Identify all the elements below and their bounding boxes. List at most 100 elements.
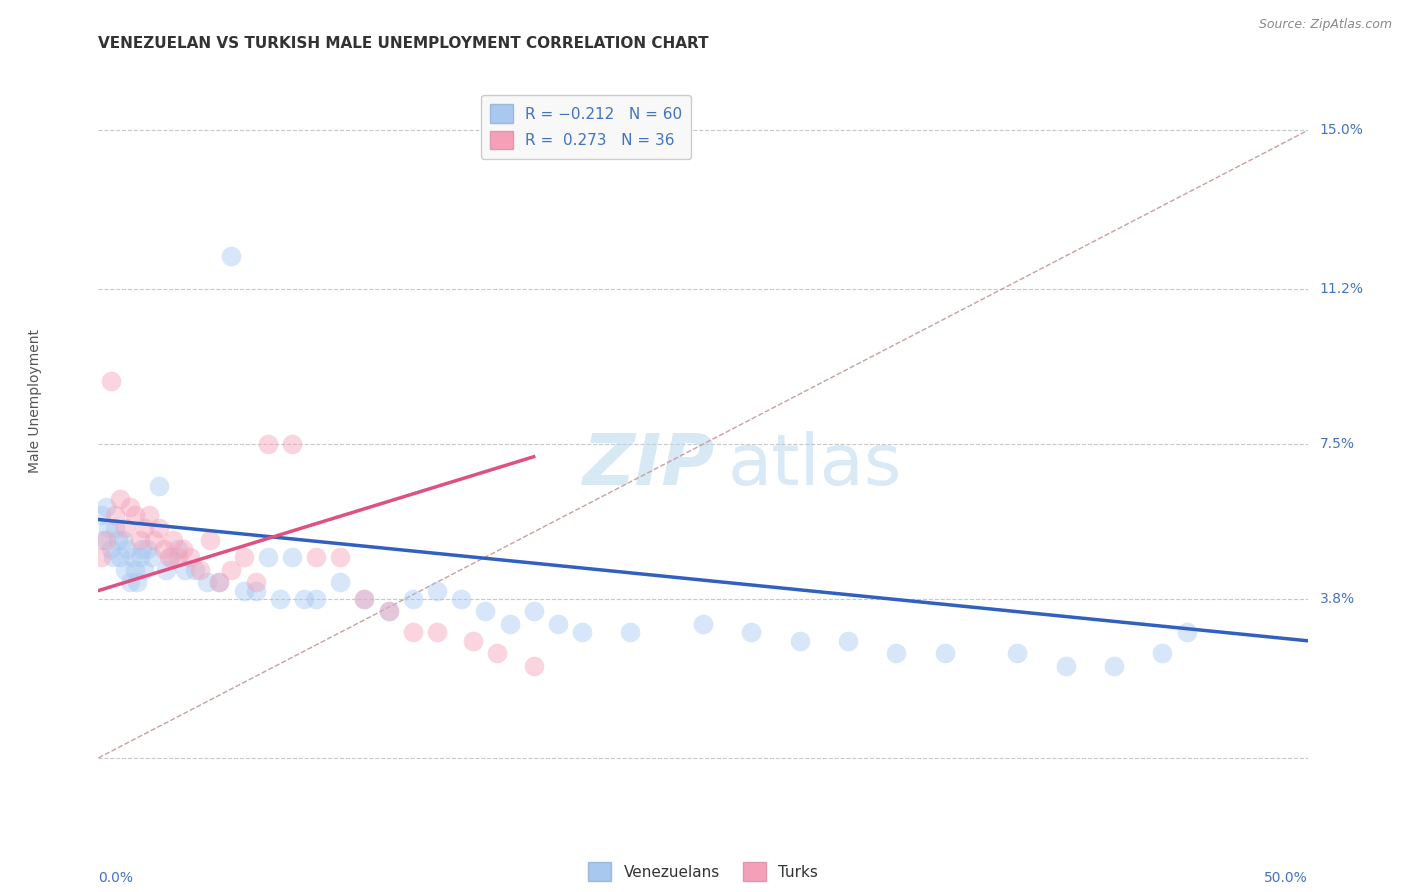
Point (281, 550, 304, 565)
Point (426, 625, 449, 640)
Point (245, 575, 267, 590)
Text: 11.2%: 11.2% (1320, 283, 1364, 296)
Point (463, 633, 485, 648)
Text: Male Unemployment: Male Unemployment (28, 329, 42, 474)
Point (402, 625, 425, 640)
Point (114, 563, 136, 577)
Point (474, 605, 496, 619)
Text: 3.8%: 3.8% (1320, 592, 1355, 606)
Point (305, 591, 328, 606)
Text: ZIP: ZIP (583, 431, 716, 500)
Point (402, 591, 425, 606)
Text: 50.0%: 50.0% (1264, 871, 1308, 885)
Point (886, 646, 908, 660)
Point (94, 533, 117, 548)
Point (94, 500, 117, 514)
Point (155, 563, 177, 577)
Point (837, 633, 859, 648)
Point (148, 521, 170, 535)
Point (523, 605, 546, 619)
Point (486, 646, 509, 660)
Point (245, 583, 267, 598)
Point (1175, 625, 1198, 640)
Point (143, 533, 166, 548)
Point (91, 533, 114, 548)
Point (128, 533, 150, 548)
Point (101, 550, 124, 565)
Point (329, 550, 352, 565)
Point (97, 521, 120, 535)
Point (138, 508, 160, 523)
Point (1007, 646, 1029, 660)
Point (134, 521, 156, 535)
Point (134, 563, 156, 577)
Point (124, 563, 146, 577)
Point (128, 550, 150, 565)
Point (232, 583, 254, 598)
Point (114, 521, 136, 535)
Point (104, 521, 127, 535)
Point (571, 625, 593, 640)
Point (269, 591, 291, 606)
Point (135, 541, 157, 556)
Point (160, 550, 183, 565)
Legend: Venezuelans, Turks: Venezuelans, Turks (582, 856, 824, 887)
Point (523, 658, 546, 673)
Point (1054, 658, 1077, 673)
Point (426, 583, 449, 598)
Point (377, 605, 399, 619)
Point (498, 617, 520, 632)
Point (208, 575, 231, 590)
Point (353, 591, 375, 606)
Point (108, 550, 131, 565)
Point (107, 533, 129, 548)
Text: 0.0%: 0.0% (98, 871, 134, 885)
Point (1102, 658, 1125, 673)
Text: 15.0%: 15.0% (1320, 123, 1364, 137)
Point (131, 541, 153, 556)
Point (305, 550, 328, 565)
Point (619, 625, 641, 640)
Point (90, 508, 112, 523)
Point (232, 550, 254, 565)
Text: 7.5%: 7.5% (1320, 437, 1354, 451)
Point (692, 617, 714, 632)
Point (100, 375, 122, 389)
Point (167, 541, 190, 556)
Point (117, 541, 139, 556)
Point (1152, 646, 1174, 660)
Point (256, 550, 278, 565)
Point (179, 550, 201, 565)
Point (377, 605, 399, 619)
Point (167, 550, 190, 565)
Point (127, 575, 149, 590)
Point (162, 533, 184, 548)
Point (188, 563, 211, 577)
Point (198, 533, 221, 548)
Point (90, 550, 112, 565)
Point (256, 437, 278, 451)
Point (174, 563, 197, 577)
Point (172, 541, 194, 556)
Point (292, 591, 315, 606)
Text: Source: ZipAtlas.com: Source: ZipAtlas.com (1258, 18, 1392, 31)
Point (118, 500, 141, 514)
Point (100, 541, 122, 556)
Text: VENEZUELAN VS TURKISH MALE UNEMPLOYMENT CORRELATION CHART: VENEZUELAN VS TURKISH MALE UNEMPLOYMENT … (98, 36, 709, 51)
Point (152, 541, 174, 556)
Point (108, 491, 131, 506)
Point (221, 249, 243, 263)
Point (789, 633, 811, 648)
Point (104, 508, 127, 523)
Point (124, 508, 146, 523)
Point (208, 575, 231, 590)
Point (148, 479, 170, 493)
Point (450, 591, 472, 606)
Point (157, 550, 180, 565)
Point (195, 575, 218, 590)
Point (111, 533, 134, 548)
Point (547, 617, 569, 632)
Point (118, 575, 141, 590)
Point (281, 437, 304, 451)
Point (184, 563, 207, 577)
